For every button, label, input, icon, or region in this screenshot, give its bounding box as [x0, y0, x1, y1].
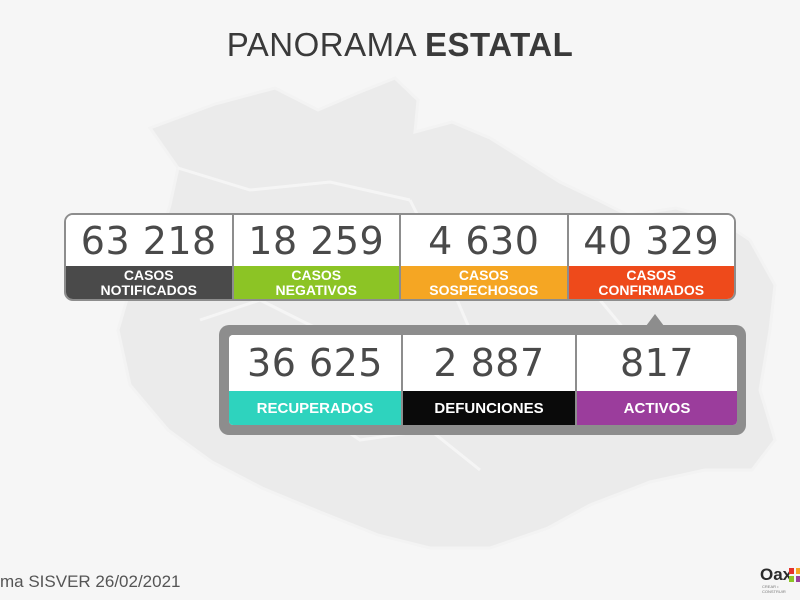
stat-label: DEFUNCIONES	[403, 391, 575, 425]
stat-value: 18 259	[233, 215, 399, 266]
stat-value: 40 329	[568, 215, 734, 266]
stat-casos-confirmados: 40 329 CASOS CONFIRMADOS	[568, 215, 734, 299]
stat-casos-negativos: 18 259 CASOS NEGATIVOS	[233, 215, 401, 299]
logo-text: Oax	[760, 565, 793, 584]
stat-label: RECUPERADOS	[229, 391, 401, 425]
stat-label: CASOS SOSPECHOSOS	[401, 266, 567, 299]
oaxaca-x-logo-icon	[789, 568, 800, 582]
source-footer: ma SISVER 26/02/2021	[0, 572, 181, 592]
stat-value: 63 218	[66, 215, 232, 266]
title-bold: ESTATAL	[424, 26, 574, 63]
stat-value: 2 887	[403, 335, 575, 391]
oaxaca-logo: Oax CREAR • CONSTRUIR	[760, 565, 800, 595]
stat-recuperados: 36 625 RECUPERADOS	[229, 335, 403, 425]
bottom-stats-panel: 36 625 RECUPERADOS 2 887 DEFUNCIONES 817…	[229, 335, 737, 425]
stat-value: 36 625	[229, 335, 401, 391]
footer-date: 26/02/2021	[95, 572, 181, 591]
stat-casos-sospechosos: 4 630 CASOS SOSPECHOSOS	[401, 215, 569, 299]
title-light: PANORAMA	[226, 26, 425, 63]
top-stats-panel: 63 218 CASOS NOTIFICADOS 18 259 CASOS NE…	[64, 213, 736, 301]
stat-label: CASOS CONFIRMADOS	[568, 266, 734, 299]
page-title: PANORAMA ESTATAL	[0, 26, 800, 64]
logo-tagline: CREAR • CONSTRUIR	[762, 584, 786, 594]
stat-value: 817	[577, 335, 737, 391]
stat-defunciones: 2 887 DEFUNCIONES	[403, 335, 577, 425]
stat-value: 4 630	[401, 215, 567, 266]
stat-label: CASOS NOTIFICADOS	[66, 266, 232, 299]
stat-casos-notificados: 63 218 CASOS NOTIFICADOS	[66, 215, 234, 299]
stat-label: CASOS NEGATIVOS	[233, 266, 399, 299]
confirmados-pointer	[646, 314, 664, 326]
stat-activos: 817 ACTIVOS	[577, 335, 737, 425]
stat-label: ACTIVOS	[577, 391, 737, 425]
footer-source: ma SISVER	[0, 572, 96, 591]
